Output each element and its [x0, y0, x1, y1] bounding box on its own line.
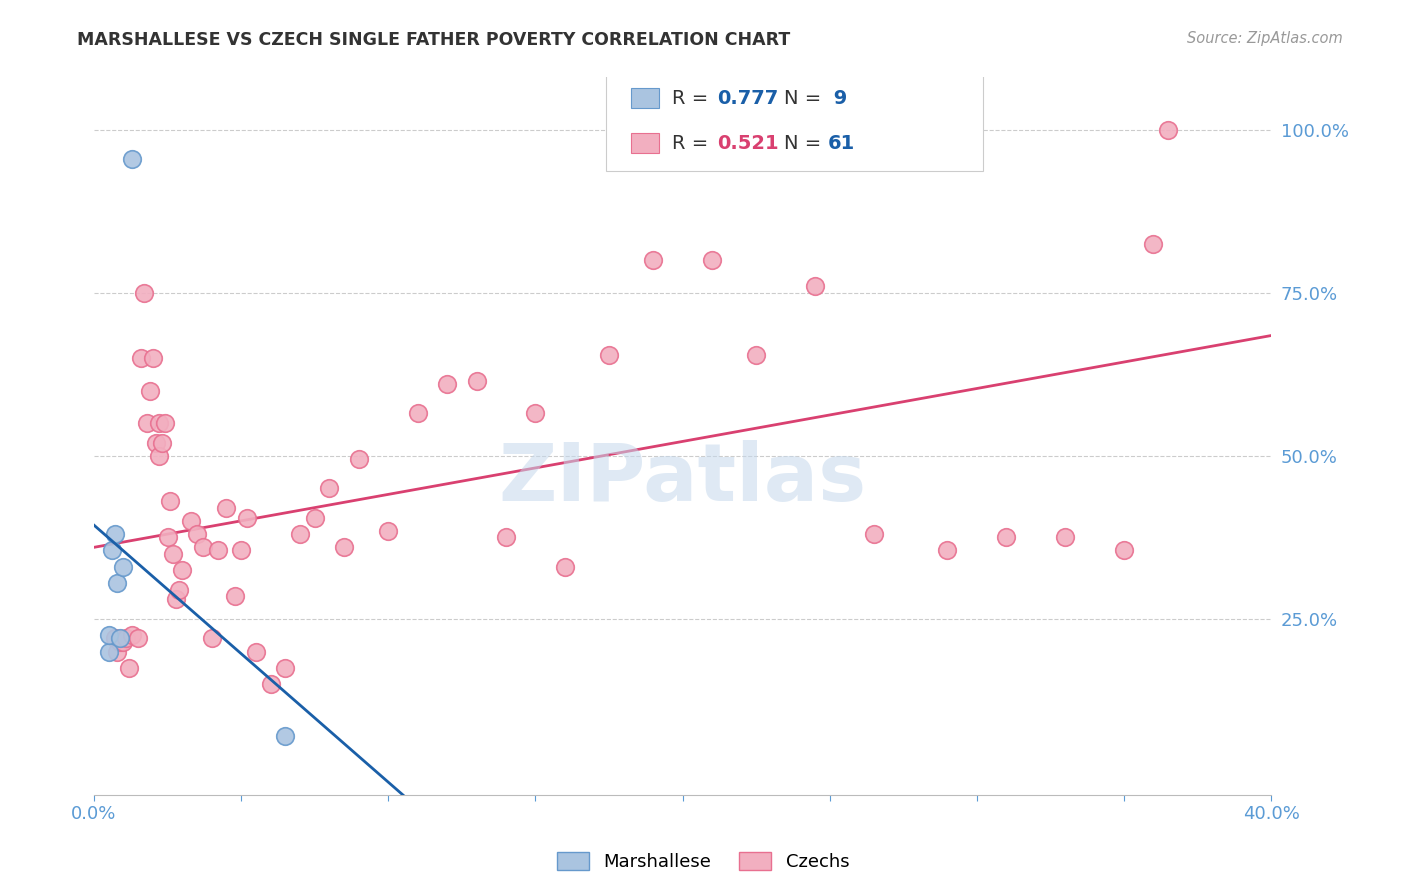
Point [207, 543, 229, 558]
Text: N =: N = [783, 89, 827, 109]
Point [862, 527, 884, 541]
Point [150, 435, 173, 450]
Point [495, 530, 517, 544]
Point [148, 449, 170, 463]
Point [1054, 530, 1077, 544]
Point [274, 730, 297, 744]
Point [804, 279, 827, 293]
FancyBboxPatch shape [631, 88, 659, 108]
Point [229, 543, 252, 558]
Point [333, 540, 356, 554]
Point [156, 530, 179, 544]
Point [465, 374, 488, 388]
Point [259, 677, 281, 691]
Point [142, 351, 165, 365]
Point [745, 348, 768, 362]
Text: N =: N = [783, 134, 827, 153]
Point [103, 632, 125, 646]
Point [118, 661, 141, 675]
Point [159, 494, 181, 508]
Point [236, 510, 259, 524]
Point [97, 644, 120, 658]
Point [215, 501, 238, 516]
Point [110, 632, 132, 646]
Text: 9: 9 [827, 89, 848, 109]
Point [107, 644, 129, 658]
Point [936, 543, 959, 558]
Point [598, 348, 620, 362]
Text: 0.777: 0.777 [717, 89, 778, 109]
Point [112, 559, 135, 574]
Point [1142, 236, 1164, 251]
Point [97, 628, 120, 642]
Point [436, 377, 458, 392]
Text: 0.521: 0.521 [717, 134, 779, 153]
Text: 61: 61 [827, 134, 855, 153]
Point [201, 632, 224, 646]
Point [524, 406, 547, 420]
Point [132, 285, 155, 300]
Point [274, 661, 297, 675]
Point [641, 253, 664, 268]
Point [145, 435, 167, 450]
Point [1112, 543, 1135, 558]
Point [110, 634, 132, 648]
Text: MARSHALLESE VS CZECH SINGLE FATHER POVERTY CORRELATION CHART: MARSHALLESE VS CZECH SINGLE FATHER POVER… [77, 31, 790, 49]
Point [245, 644, 267, 658]
Point [288, 527, 311, 541]
Point [121, 152, 143, 166]
Point [162, 547, 184, 561]
Point [700, 253, 723, 268]
Point [100, 543, 122, 558]
Point [377, 524, 399, 538]
Point [135, 416, 157, 430]
Point [1157, 122, 1180, 136]
Point [186, 527, 208, 541]
Legend: Marshallese, Czechs: Marshallese, Czechs [550, 845, 856, 879]
Point [103, 527, 125, 541]
Point [347, 452, 370, 467]
FancyBboxPatch shape [631, 133, 659, 153]
Point [148, 416, 170, 430]
Point [165, 592, 187, 607]
Point [121, 628, 143, 642]
Point [115, 632, 138, 646]
Text: R =: R = [672, 89, 714, 109]
Text: Source: ZipAtlas.com: Source: ZipAtlas.com [1187, 31, 1343, 46]
Point [995, 530, 1018, 544]
Point [112, 634, 135, 648]
Point [153, 416, 176, 430]
Point [169, 582, 191, 597]
Point [554, 559, 576, 574]
Point [406, 406, 429, 420]
Point [224, 589, 246, 603]
Point [304, 510, 326, 524]
Point [180, 514, 202, 528]
Point [191, 540, 214, 554]
Point [107, 576, 129, 591]
Point [139, 384, 162, 398]
Point [129, 351, 152, 365]
Point [127, 632, 149, 646]
Point [172, 563, 194, 577]
Text: R =: R = [672, 134, 714, 153]
Point [318, 482, 340, 496]
Text: ZIPatlas: ZIPatlas [498, 441, 866, 518]
FancyBboxPatch shape [606, 63, 983, 170]
